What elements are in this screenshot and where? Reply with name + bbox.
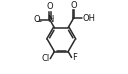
Text: N: N — [47, 15, 53, 24]
Text: F: F — [72, 53, 77, 62]
Text: +: + — [49, 16, 54, 21]
Text: −: − — [35, 17, 41, 26]
Text: O: O — [47, 2, 53, 11]
Text: O: O — [70, 1, 77, 10]
Text: Cl: Cl — [42, 54, 50, 63]
Text: OH: OH — [83, 14, 96, 23]
Text: O: O — [33, 15, 40, 24]
